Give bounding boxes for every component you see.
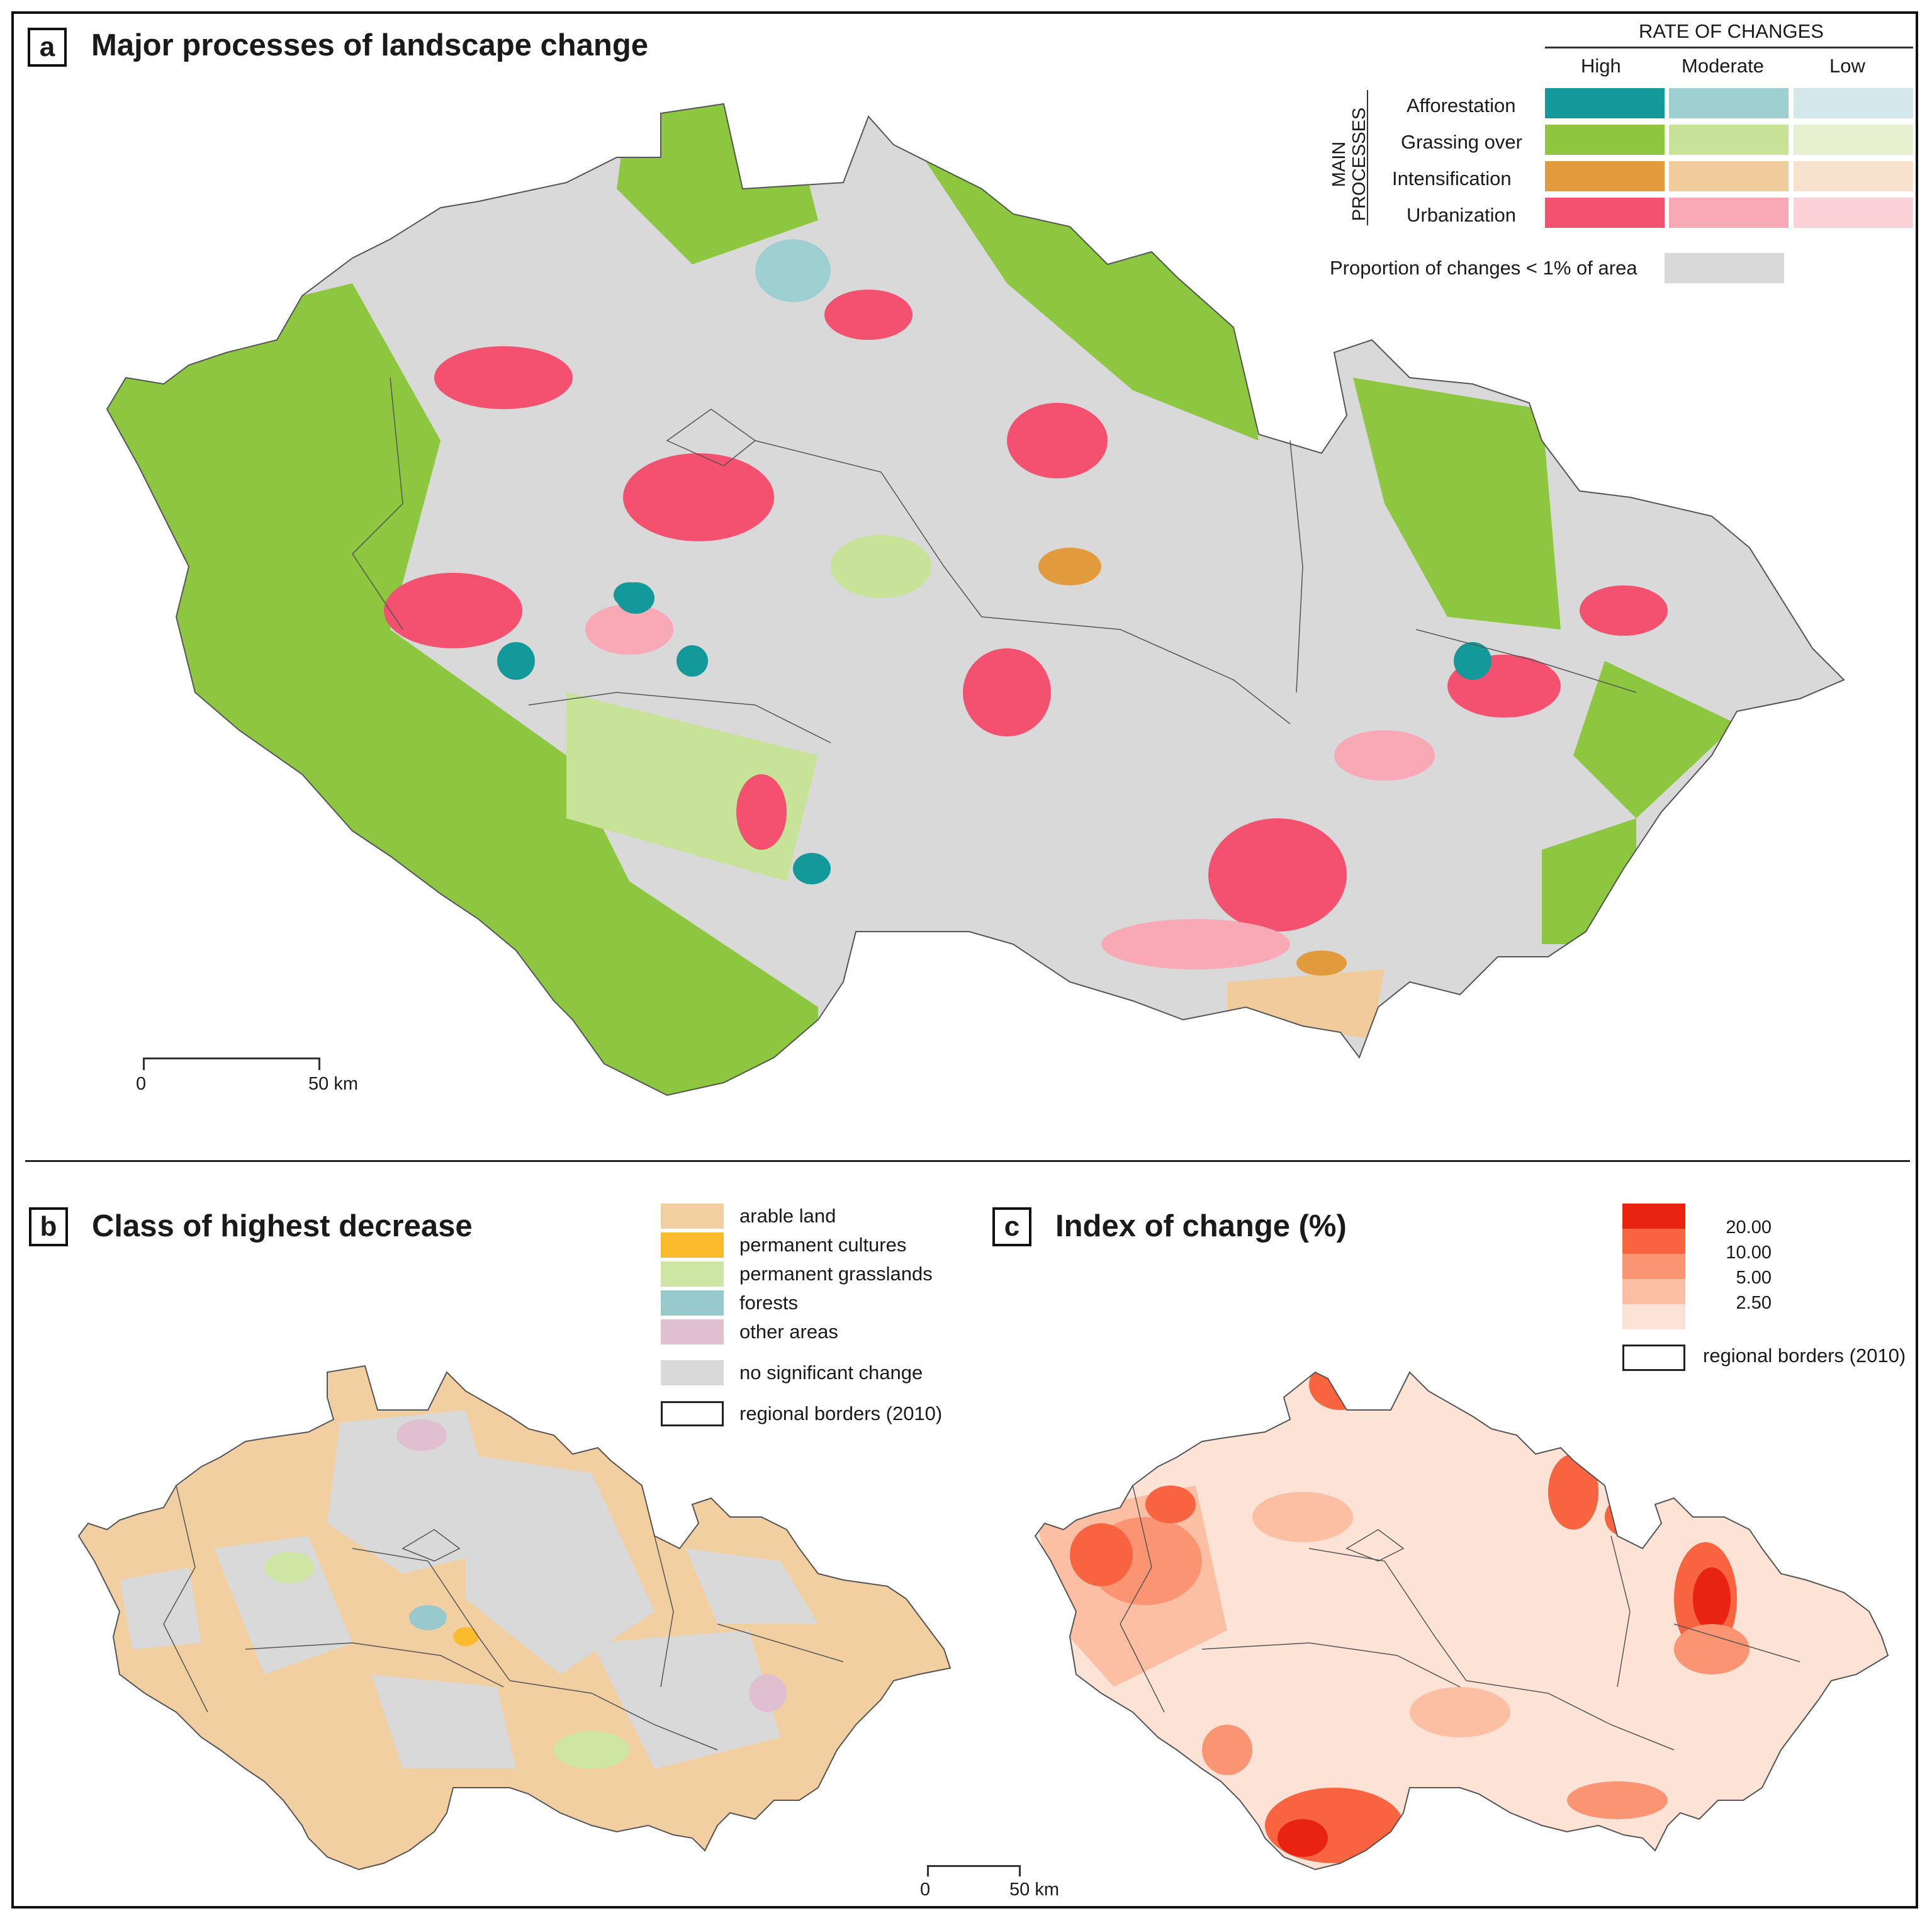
column-moderate: Moderate — [1682, 55, 1764, 77]
small-change-swatch — [1665, 253, 1784, 283]
index-break-label: 10.00 — [1726, 1243, 1772, 1263]
index-break-label: 5.00 — [1736, 1268, 1772, 1288]
decrease-class-label: forests — [739, 1292, 799, 1314]
index-of-change-map — [1034, 1371, 1889, 1871]
column-high: High — [1581, 55, 1621, 77]
scale-bar-a-tick-start — [143, 1057, 145, 1070]
rate-swatch — [1794, 88, 1913, 118]
index-class-swatch — [1622, 1204, 1685, 1229]
rate-swatch — [1669, 88, 1789, 118]
grassing-over-label: Grassing over — [1401, 131, 1522, 153]
decrease-class-swatch — [661, 1360, 724, 1385]
decrease-class-swatch — [661, 1290, 724, 1316]
scale-bc-end: 50 km — [1009, 1880, 1059, 1900]
rate-swatch — [1545, 88, 1665, 118]
index-class-swatch — [1622, 1304, 1685, 1329]
decrease-class-swatch — [661, 1401, 724, 1426]
panel-b-letter: b — [29, 1207, 68, 1246]
decrease-class-swatch — [661, 1232, 724, 1258]
regional-borders-swatch-c — [1622, 1345, 1685, 1371]
intensification-label: Intensification — [1392, 167, 1512, 189]
index-class-swatch — [1622, 1254, 1685, 1279]
decrease-class-swatch — [661, 1319, 724, 1345]
panel-c-title: Index of change (%) — [1055, 1209, 1347, 1243]
rate-swatch — [1794, 161, 1913, 191]
rate-swatch — [1794, 198, 1913, 228]
urbanization-label: Urbanization — [1407, 204, 1517, 226]
column-low: Low — [1829, 55, 1865, 77]
decrease-class-label: regional borders (2010) — [739, 1402, 943, 1424]
panel-b-title: Class of highest decrease — [92, 1209, 473, 1243]
decrease-class-label: permanent cultures — [739, 1234, 907, 1256]
main-processes-bracket — [1367, 90, 1368, 225]
index-break-label: 2.50 — [1736, 1293, 1772, 1313]
panel-a-letter: a — [28, 28, 67, 67]
decrease-class-swatch — [661, 1204, 724, 1229]
scale-a-end: 50 km — [308, 1074, 358, 1094]
scale-bar-a-tick-end — [318, 1057, 320, 1070]
rate-swatch — [1669, 125, 1789, 155]
rate-swatch — [1669, 198, 1789, 228]
scale-bar-bc-tick-end — [1019, 1865, 1021, 1876]
index-break-label: 20.00 — [1726, 1217, 1772, 1238]
landscape-change-map — [106, 103, 1845, 1097]
index-class-swatch — [1622, 1279, 1685, 1304]
rate-of-changes-header: RATE OF CHANGES — [1639, 20, 1824, 42]
rate-swatch — [1545, 198, 1665, 228]
small-change-label: Proportion of changes < 1% of area — [1330, 257, 1637, 279]
decrease-class-label: no significant change — [739, 1362, 923, 1384]
scale-a-start: 0 — [136, 1074, 147, 1094]
scale-bc-start: 0 — [920, 1880, 931, 1900]
figure-frame — [11, 11, 1918, 1909]
rate-swatch — [1669, 161, 1789, 191]
main-processes-label: MAIN PROCESSES — [1329, 107, 1369, 222]
highest-decrease-map — [77, 1365, 952, 1871]
legend-header-rule — [1545, 47, 1913, 48]
index-class-swatch — [1622, 1229, 1685, 1254]
panel-c-letter: c — [992, 1207, 1031, 1246]
scale-bar-a — [143, 1057, 320, 1059]
decrease-class-label: permanent grasslands — [739, 1263, 933, 1285]
decrease-class-label: arable land — [739, 1205, 836, 1227]
rate-swatch — [1545, 161, 1665, 191]
decrease-class-swatch — [661, 1261, 724, 1287]
rate-swatch — [1545, 125, 1665, 155]
panel-a-title: Major processes of landscape change — [91, 28, 649, 62]
regional-borders-label-c: regional borders (2010) — [1703, 1345, 1906, 1367]
scale-bar-bc-tick-start — [927, 1865, 929, 1876]
decrease-class-label: other areas — [739, 1321, 838, 1343]
panel-divider — [25, 1160, 1910, 1162]
rate-swatch — [1794, 125, 1913, 155]
scale-bar-bc — [927, 1865, 1021, 1867]
afforestation-label: Afforestation — [1407, 94, 1516, 116]
